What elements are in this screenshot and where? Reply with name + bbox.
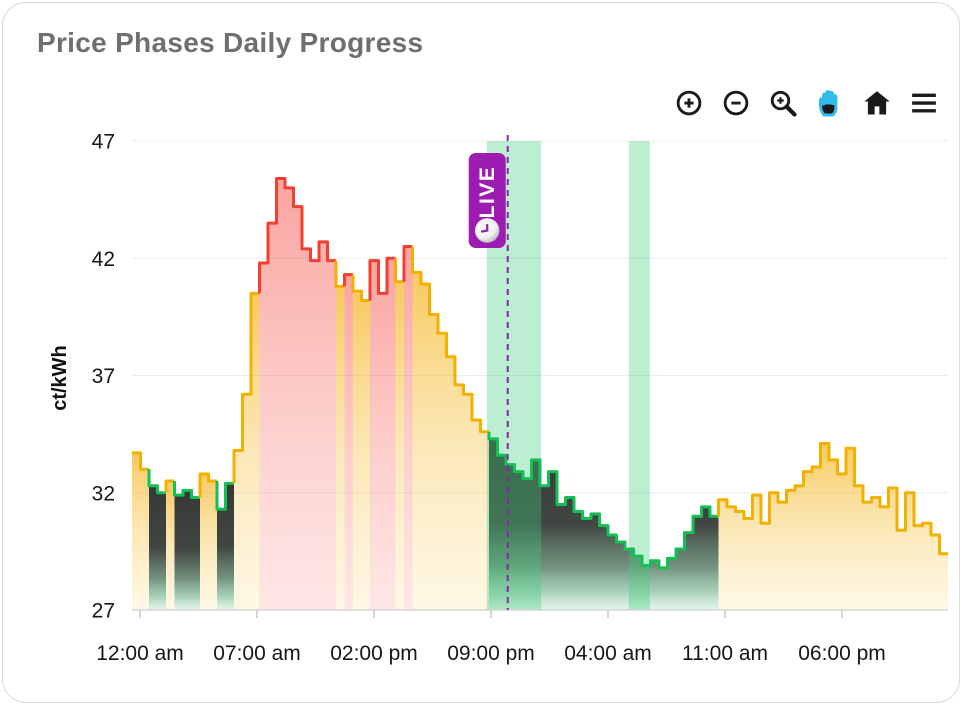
x-tick-label: 11:00 am <box>682 642 768 665</box>
live-badge: LIVE <box>468 153 506 248</box>
menu-button[interactable] <box>905 85 943 121</box>
live-label: LIVE <box>476 166 499 219</box>
x-tick-label: 07:00 am <box>213 642 301 665</box>
box-zoom-button[interactable] <box>764 85 802 121</box>
zoom-in-icon <box>676 90 702 116</box>
y-axis-title: ct/kWh <box>49 345 71 411</box>
pan-button[interactable] <box>811 85 849 121</box>
clock-icon <box>475 218 500 243</box>
cheap-window-band <box>628 141 650 610</box>
menu-icon <box>912 93 936 113</box>
y-tick-label: 42 <box>92 248 115 271</box>
y-tick-label: 37 <box>92 365 115 388</box>
x-tick-label: 06:00 pm <box>798 642 886 665</box>
y-tick-label: 32 <box>92 482 115 505</box>
y-tick-label: 47 <box>92 131 115 154</box>
zoom-out-icon <box>723 90 749 116</box>
price-fills <box>132 178 948 610</box>
x-axis: 12:00 am 07:00 am 02:00 pm 09:00 pm 04:00 am… <box>96 609 948 665</box>
modebar <box>670 85 943 121</box>
price-line <box>132 177 948 570</box>
x-tick-label: 04:00 am <box>564 642 652 665</box>
zoom-in-button[interactable] <box>670 85 708 121</box>
x-tick-label: 02:00 pm <box>330 642 418 665</box>
zoom-out-button[interactable] <box>717 85 755 121</box>
y-axis: 47 42 37 32 27 ct/kWh <box>49 131 115 623</box>
x-tick-label: 09:00 pm <box>447 642 535 665</box>
reset-view-button[interactable] <box>858 85 896 121</box>
y-tick-label: 27 <box>92 600 115 623</box>
chart-title: Price Phases Daily Progress <box>37 27 424 58</box>
pan-icon <box>819 90 838 117</box>
x-tick-label: 12:00 am <box>96 642 184 665</box>
price-chart[interactable]: 12:00 am 07:00 am 02:00 pm 09:00 pm 04:00 am… <box>3 3 960 703</box>
reset-view-icon <box>864 91 890 115</box>
box-zoom-icon <box>770 90 797 117</box>
